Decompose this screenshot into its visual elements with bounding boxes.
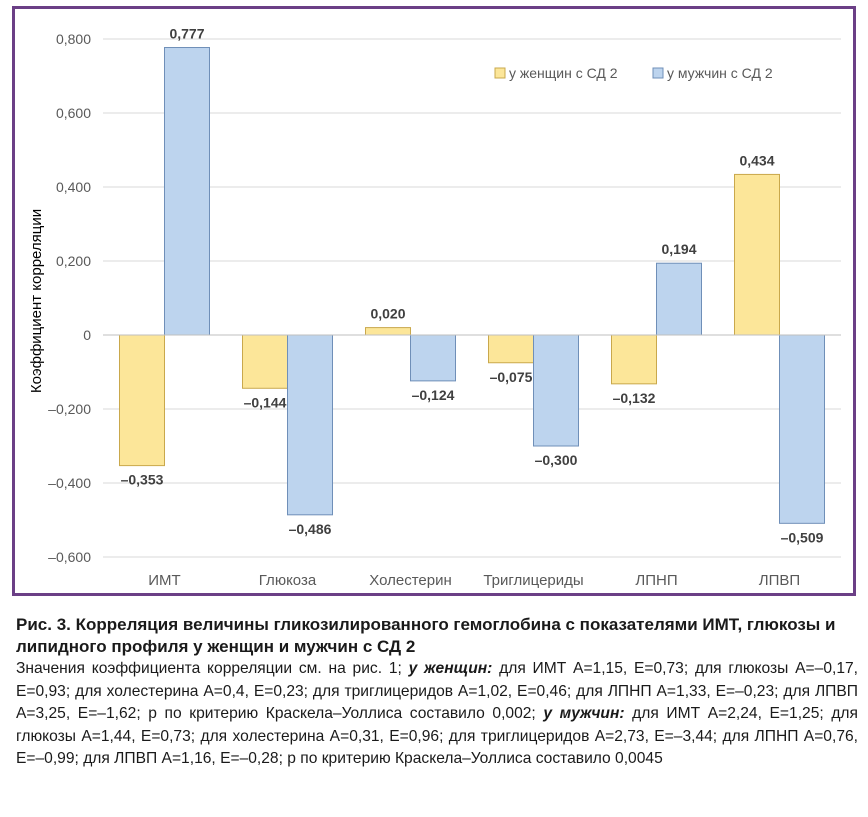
bar [287, 334, 333, 516]
legend-swatch [652, 67, 664, 79]
bar [611, 334, 657, 385]
caption-women-label: у женщин: [408, 660, 493, 677]
caption-title: Рис. 3. Корреляция величины гликозилиров… [16, 615, 836, 656]
y-tick-label: 0,400 [56, 179, 91, 195]
data-label: 0,020 [370, 306, 405, 322]
data-label: –0,075 [490, 369, 533, 385]
caption-body: Значения коэффициента корреляции см. на … [16, 658, 858, 771]
data-label: –0,132 [613, 390, 656, 406]
data-label: –0,300 [535, 452, 578, 468]
legend-swatch [494, 67, 506, 79]
caption-intro: Значения коэффициента корреляции см. на … [16, 660, 409, 677]
bar-chart: Коэффициент корреляции 0,800 0,600 0,400 0,… [28, 26, 841, 589]
caption-men-text: для ИМТ А=2,24, Е=1,25; для глюкозы А=1,… [16, 705, 858, 767]
y-tick-label: –0,400 [48, 475, 91, 491]
bar [410, 334, 456, 382]
x-category-label: Глюкоза [259, 572, 317, 589]
data-label: 0,434 [739, 152, 774, 168]
x-category-label: ЛПНП [635, 572, 677, 589]
x-category-label: Холестерин [369, 572, 452, 589]
x-category-label: Триглицериды [483, 572, 583, 589]
data-label: –0,124 [412, 387, 455, 403]
y-tick-label: –0,200 [48, 401, 91, 417]
x-category-label: ИМТ [148, 572, 180, 589]
y-tick-label: 0,600 [56, 105, 91, 121]
x-category-label: ЛПВП [759, 572, 800, 589]
bar [734, 173, 780, 336]
caption-men-label: у мужчин: [543, 705, 625, 722]
y-tick-label: –0,600 [48, 549, 91, 565]
data-label: 0,777 [169, 26, 204, 42]
bar [779, 334, 825, 524]
caption-women-text: для ИМТ А=1,15, Е=0,73; для глюкозы А=–0… [16, 660, 859, 722]
legend-label: у женщин с СД 2 [509, 65, 618, 81]
data-label: –0,509 [781, 529, 824, 545]
y-axis-label: Коэффициент корреляции [28, 209, 45, 393]
chart-frame: Коэффициент корреляции 0,800 0,600 0,400 0,… [12, 6, 856, 596]
data-label: –0,486 [289, 521, 332, 537]
data-label: –0,353 [121, 472, 164, 488]
bar [656, 262, 702, 336]
bar [365, 327, 411, 336]
bar [242, 334, 288, 389]
bar [164, 47, 210, 336]
legend-label: у мужчин с СД 2 [667, 65, 773, 81]
data-label: –0,144 [244, 394, 287, 410]
data-label: 0,194 [661, 241, 696, 257]
figure-caption: Рис. 3. Корреляция величины гликозилиров… [16, 614, 858, 771]
bar [533, 334, 579, 447]
bar [488, 334, 534, 364]
y-tick-label: 0,200 [56, 253, 91, 269]
bar [119, 334, 165, 467]
y-tick-label: 0,800 [56, 31, 91, 47]
y-tick-label: 0 [83, 327, 91, 343]
